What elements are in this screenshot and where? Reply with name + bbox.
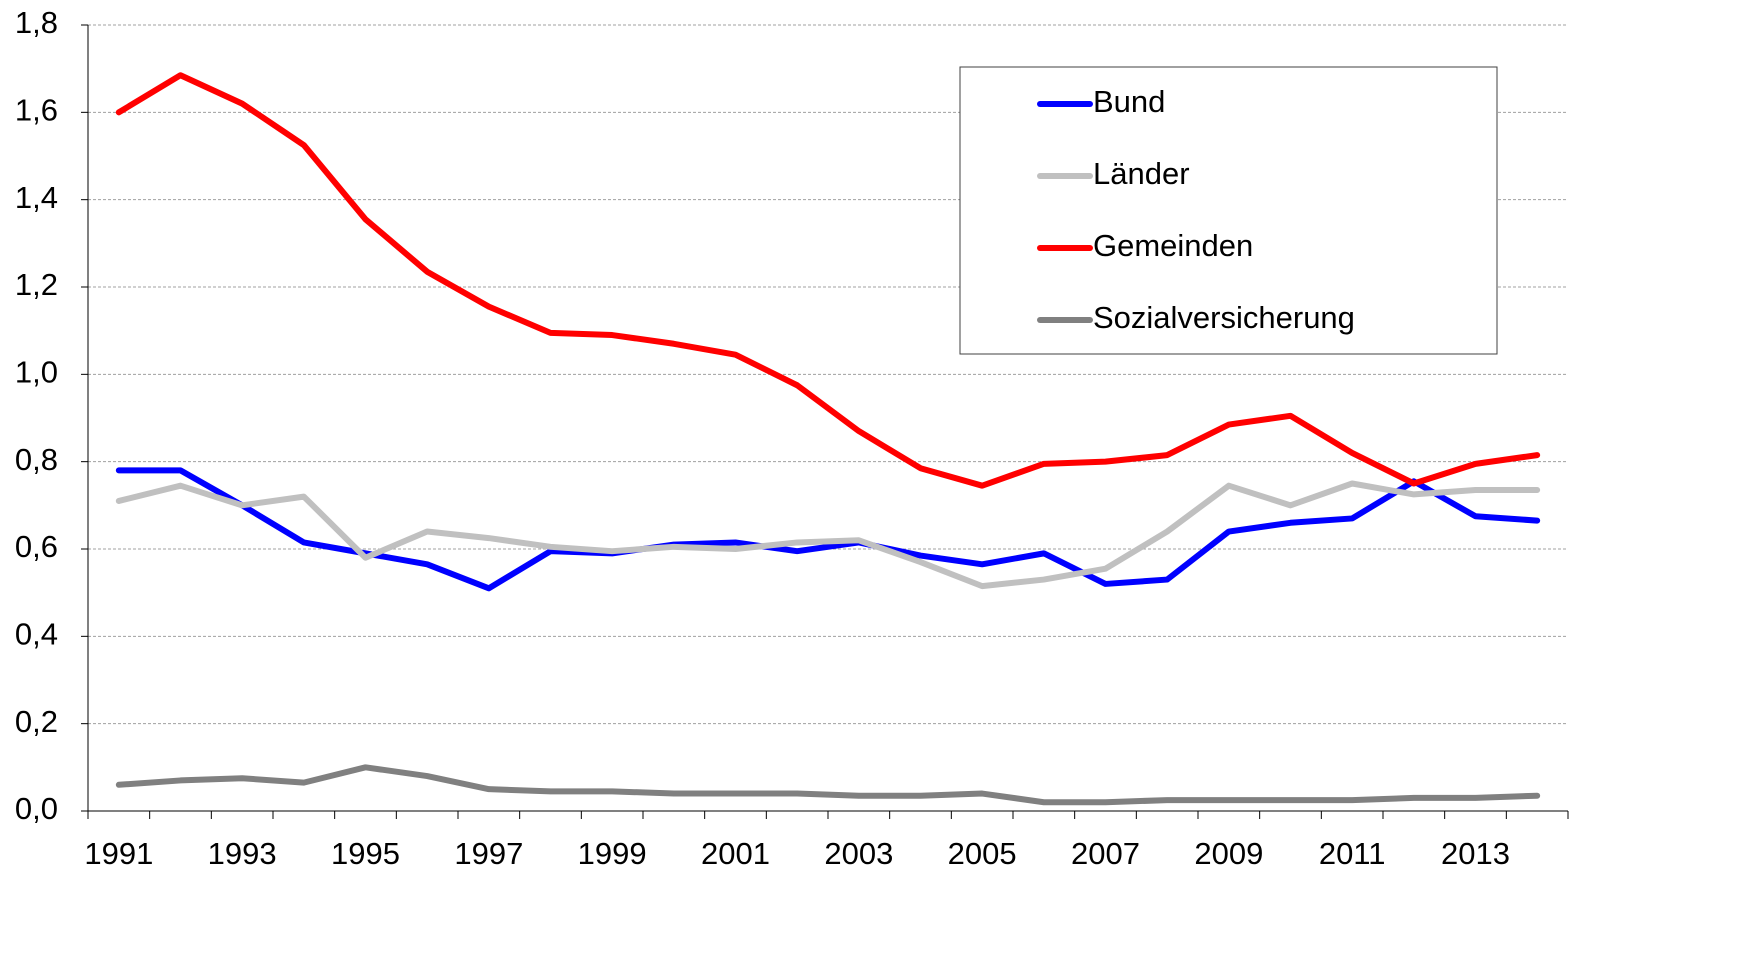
x-tick-label: 2009: [1194, 836, 1263, 871]
y-tick-label: 0,2: [15, 704, 58, 739]
data-line: [115, 72, 1541, 489]
y-tick-label: 1,6: [15, 93, 58, 128]
y-tick-label: 1,8: [15, 5, 58, 40]
y-tick-label: 1,0: [15, 355, 58, 390]
x-tick-label: 2003: [824, 836, 893, 871]
x-tick-label: 1999: [578, 836, 647, 871]
y-tick-label: 0,6: [15, 529, 58, 564]
legend-label: Länder: [1093, 156, 1190, 191]
y-tick-label: 0,8: [15, 442, 58, 477]
x-tick-label: 1997: [454, 836, 523, 871]
legend-box: [959, 66, 1498, 355]
y-tick-label: 0,4: [15, 617, 58, 652]
x-tick-label: 2001: [701, 836, 770, 871]
y-tick-label: 0,0: [15, 791, 58, 826]
x-tick-label: 1993: [208, 836, 277, 871]
x-tick-label: 2011: [1319, 836, 1386, 871]
legend-label: Sozialversicherung: [1093, 300, 1355, 335]
data-line: [115, 480, 1541, 590]
y-tick-label: 1,4: [15, 180, 58, 215]
x-tick-label: 2007: [1071, 836, 1140, 871]
legend-label: Gemeinden: [1093, 228, 1253, 263]
x-tick-label: 2005: [948, 836, 1017, 871]
y-tick-label: 1,2: [15, 267, 58, 302]
x-tick-label: 2013: [1441, 836, 1510, 871]
data-line: [115, 467, 1541, 592]
legend-label: Bund: [1093, 84, 1165, 119]
data-line: [115, 764, 1541, 806]
x-tick-label: 1991: [84, 836, 153, 871]
x-tick-label: 1995: [331, 836, 400, 871]
